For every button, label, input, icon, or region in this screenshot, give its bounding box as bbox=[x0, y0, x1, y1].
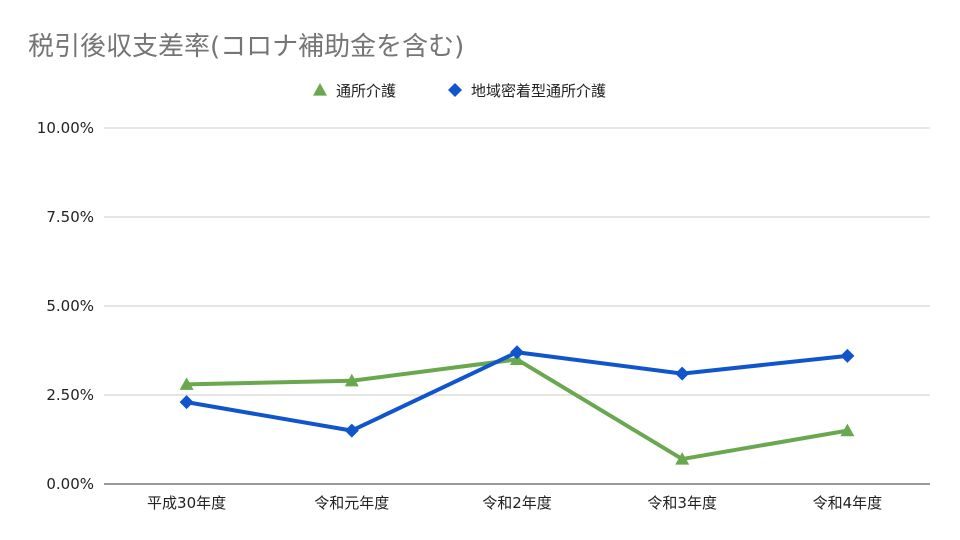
x-tick-label: 令和3年度 bbox=[647, 494, 717, 512]
x-tick-label: 令和2年度 bbox=[482, 494, 552, 512]
data-point-triangle bbox=[675, 452, 690, 465]
y-tick-label: 2.50% bbox=[46, 386, 94, 404]
y-tick-label: 10.00% bbox=[37, 119, 94, 137]
data-point-diamond bbox=[179, 395, 194, 410]
x-tick-label: 令和元年度 bbox=[314, 494, 389, 512]
y-tick-label: 7.50% bbox=[46, 208, 94, 226]
data-point-diamond bbox=[344, 423, 359, 438]
x-tick-label: 令和4年度 bbox=[813, 494, 883, 512]
data-point-triangle bbox=[840, 423, 855, 437]
data-point-triangle bbox=[313, 83, 327, 96]
series-tsusho-kaigo bbox=[179, 352, 855, 465]
x-tick-label: 平成30年度 bbox=[147, 494, 226, 512]
chart-title: 税引後収支差率(コロナ補助金を含む) bbox=[28, 32, 465, 62]
data-point-diamond bbox=[510, 345, 524, 360]
legend-label: 地域密着型通所介護 bbox=[471, 82, 606, 100]
data-point-diamond bbox=[675, 366, 690, 381]
y-tick-label: 0.00% bbox=[46, 475, 94, 493]
legend-label: 通所介護 bbox=[336, 82, 396, 100]
data-point-triangle bbox=[344, 373, 359, 387]
series-line bbox=[186, 357, 848, 462]
y-tick-label: 5.00% bbox=[46, 297, 94, 315]
data-point-diamond bbox=[840, 348, 855, 363]
data-point-diamond bbox=[448, 83, 462, 97]
series-chiiki-mitchaku bbox=[179, 345, 855, 438]
data-point-triangle bbox=[179, 377, 194, 390]
